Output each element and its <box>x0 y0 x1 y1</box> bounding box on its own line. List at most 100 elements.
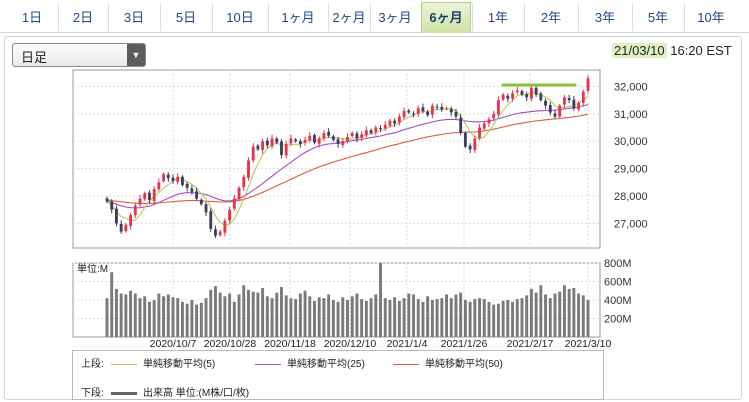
candle-body <box>435 106 439 108</box>
candle-body <box>492 113 496 119</box>
tab-4[interactable]: 5日 <box>160 4 211 31</box>
volume-bar <box>270 298 274 337</box>
candle-body <box>445 108 448 110</box>
volume-bar <box>459 292 463 337</box>
volume-bar <box>534 292 538 337</box>
candle-body <box>218 231 222 236</box>
price-plot-frame <box>72 69 601 249</box>
volume-bar <box>506 300 510 337</box>
volume-bar <box>105 298 109 337</box>
volume-tick-label: 400M <box>604 295 632 307</box>
candle-body <box>360 134 364 138</box>
candle-body <box>303 139 307 143</box>
volume-bar <box>110 272 114 337</box>
volume-bar <box>204 298 208 337</box>
candle-body <box>166 174 170 179</box>
volume-bar <box>586 300 590 337</box>
candle-body <box>529 87 533 99</box>
volume-bar <box>383 298 387 337</box>
candle-body <box>232 198 236 209</box>
interval-dropdown[interactable]: 日足 ▼ <box>12 43 146 67</box>
volume-bar <box>289 298 293 337</box>
y-tick-label: 31,000 <box>614 109 648 121</box>
tab-5[interactable]: 10日 <box>212 4 267 31</box>
volume-bar <box>294 299 298 337</box>
volume-bar <box>473 299 477 337</box>
candle-body <box>209 211 213 229</box>
tab-12[interactable]: 3年 <box>578 4 631 31</box>
candle-body <box>548 105 552 113</box>
volume-bar <box>402 298 406 337</box>
volume-bar <box>454 294 458 337</box>
candle-body <box>256 145 260 150</box>
volume-bar <box>435 299 439 337</box>
volume-bar <box>553 293 557 337</box>
volume-tick-label: 200M <box>604 314 632 326</box>
candle-body <box>289 138 293 144</box>
chevron-down-icon[interactable]: ▼ <box>127 44 145 66</box>
volume-bar <box>298 293 302 337</box>
volume-bar <box>261 287 265 337</box>
candle-body <box>525 94 529 98</box>
tab-3[interactable]: 3日 <box>108 4 159 31</box>
volume-bar <box>562 285 566 337</box>
x-tick-label: 2021/2/17 <box>507 338 554 350</box>
tab-8[interactable]: 3ヶ月 <box>370 4 419 31</box>
tab-1[interactable]: 1日 <box>21 10 43 25</box>
candle-body <box>421 107 425 112</box>
volume-bar <box>487 301 491 337</box>
tab-13[interactable]: 5年 <box>632 4 683 31</box>
candle-body <box>284 143 288 156</box>
y-tick-label: 30,000 <box>614 136 648 148</box>
volume-bar <box>529 288 533 337</box>
candle-body <box>228 209 232 221</box>
candle-body <box>199 199 203 205</box>
volume-bar <box>463 300 467 337</box>
candle-body <box>350 132 354 136</box>
tab-7[interactable]: 2ヶ月 <box>328 4 369 31</box>
timestamp: 21/03/10 16:20 EST <box>612 43 732 58</box>
volume-bar <box>515 299 519 337</box>
candle-body <box>454 111 458 117</box>
legend-volume-label: 出来高 単位:(M株/口/枚) <box>143 388 250 399</box>
candle-body <box>473 138 477 150</box>
tab-2[interactable]: 2日 <box>58 4 107 31</box>
tab-6[interactable]: 1ヶ月 <box>268 4 327 31</box>
volume-bar <box>129 290 133 337</box>
candle-body <box>336 139 340 144</box>
candle-body <box>388 120 392 126</box>
interval-value: 日足 <box>21 50 48 65</box>
tab-11[interactable]: 2年 <box>524 4 577 31</box>
volume-bar <box>275 292 279 337</box>
x-tick-label: 2020/10/28 <box>204 338 257 350</box>
x-tick-label: 2021/3/10 <box>565 338 612 350</box>
legend-item-label: 単純移動平均(25) <box>287 359 365 370</box>
tab-9[interactable]: 6ヶ月 <box>421 2 471 33</box>
candle-body <box>157 182 161 190</box>
candle-body <box>190 188 194 192</box>
y-tick-label: 32,000 <box>614 81 648 93</box>
volume-bar <box>478 298 482 337</box>
volume-bar <box>407 293 411 337</box>
tab-10[interactable]: 1年 <box>472 4 523 31</box>
candle-body <box>440 106 444 110</box>
tab-14[interactable]: 10年 <box>684 4 737 31</box>
volume-bar <box>525 295 529 337</box>
candle-body <box>143 193 147 200</box>
candle-body <box>138 198 142 205</box>
candle-body <box>544 100 547 106</box>
candle-body <box>148 192 151 201</box>
volume-bar <box>213 286 217 337</box>
candle-body <box>185 183 189 188</box>
volume-bar <box>143 296 147 337</box>
candle-body <box>176 176 180 183</box>
candle-body <box>558 105 562 117</box>
candle-body <box>397 116 401 123</box>
volume-bar <box>251 291 255 337</box>
x-tick-label: 2021/1/26 <box>441 338 488 350</box>
volume-bar <box>421 301 425 337</box>
candle-body <box>426 111 430 116</box>
candle-body <box>317 138 321 144</box>
candle-body <box>124 224 128 232</box>
